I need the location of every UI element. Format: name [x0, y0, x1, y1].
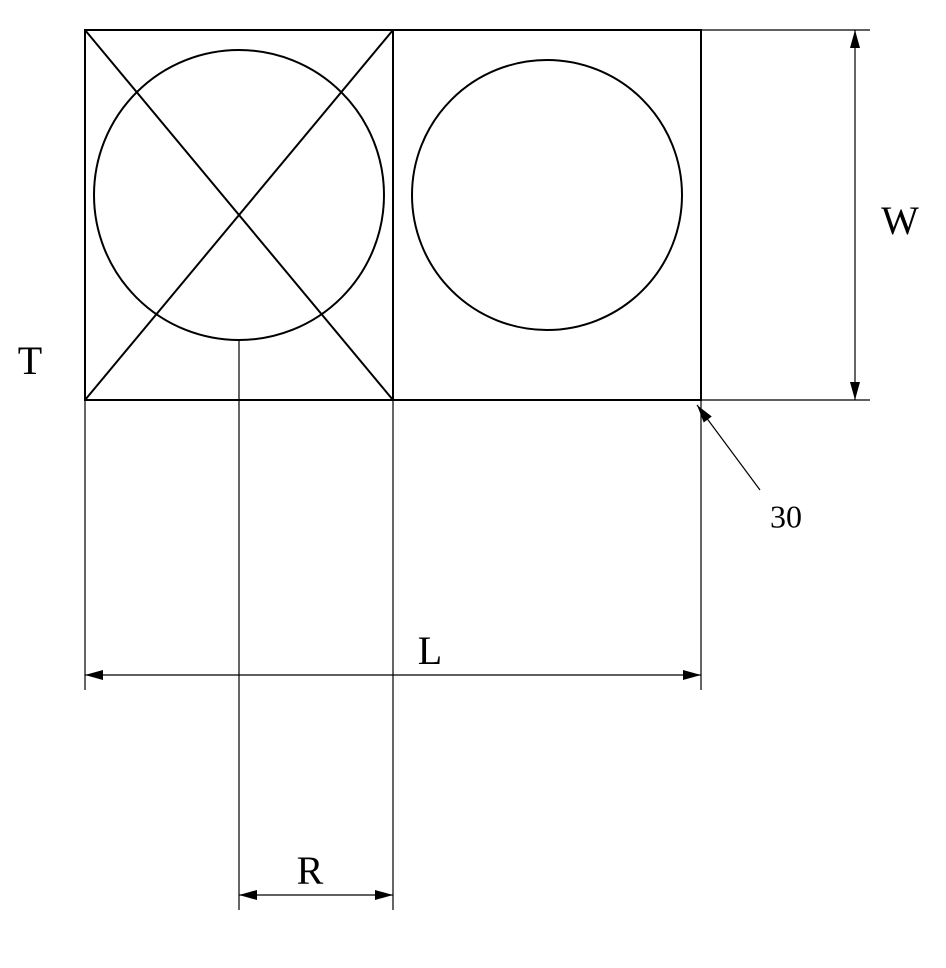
ref-30-arrowhead — [697, 405, 712, 422]
circle-2 — [412, 60, 682, 330]
dim-w-arrow-bottom — [850, 382, 860, 400]
text-labels: W L R 30 T — [18, 198, 919, 893]
label-w: W — [881, 198, 919, 243]
dim-r-arrow-left — [239, 890, 257, 900]
dim-l-arrow-right — [683, 670, 701, 680]
dim-w-arrow-top — [850, 30, 860, 48]
main-geometry — [85, 30, 701, 400]
dimension-lines — [85, 30, 870, 910]
label-l: L — [418, 628, 442, 673]
dim-l-arrow-left — [85, 670, 103, 680]
label-30: 30 — [770, 498, 802, 534]
label-r: R — [297, 848, 324, 893]
engineering-diagram: W L R 30 T — [0, 0, 946, 968]
label-t: T — [18, 338, 42, 383]
dim-r-arrow-right — [375, 890, 393, 900]
